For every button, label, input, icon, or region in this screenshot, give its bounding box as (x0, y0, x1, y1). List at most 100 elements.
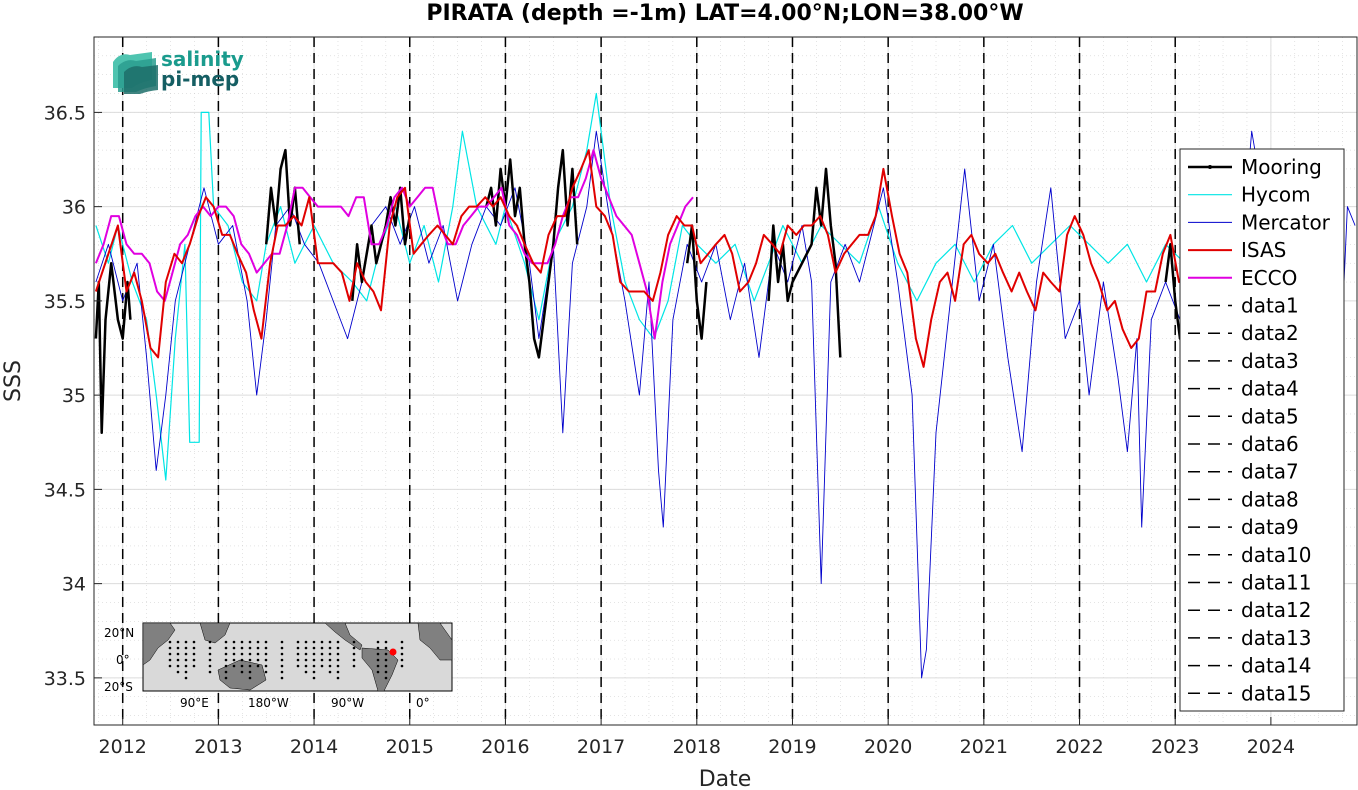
map-lon-label-0: 0° (416, 696, 430, 710)
map-mooring-dot (256, 658, 260, 662)
x-tick-label: 2013 (194, 736, 242, 758)
legend-box (1179, 148, 1345, 712)
vertical-marker-lines (121, 37, 1176, 725)
map-mooring-dot (248, 658, 252, 662)
map-mooring-dot (304, 646, 308, 650)
x-tick-label: 2012 (99, 736, 147, 758)
map-mooring-dot (352, 664, 356, 668)
map-mooring-dot (256, 664, 260, 668)
map-mooring-dot (336, 676, 340, 680)
map-mooring-dot (176, 664, 180, 668)
x-tick-label: 2018 (673, 736, 721, 758)
map-mooring-dot (208, 646, 212, 650)
map-mooring-dot (192, 658, 196, 662)
map-mooring-dot (176, 640, 180, 644)
map-mooring-dot (176, 658, 180, 662)
x-axis-label: Date (699, 767, 752, 790)
series-layer (94, 92, 1356, 679)
map-mooring-dot (248, 664, 252, 668)
map-mooring-dot (184, 658, 188, 662)
y-tick-label: 35.5 (44, 291, 86, 313)
map-mooring-dot (384, 658, 388, 662)
y-tick-label: 36 (62, 197, 86, 219)
map-mooring-dot (168, 664, 172, 668)
map-mooring-dot (264, 640, 268, 644)
map-mooring-dot (256, 646, 260, 650)
y-tick-label: 33.5 (44, 668, 86, 690)
map-mooring-dot (384, 640, 388, 644)
legend-label: data7 (1241, 460, 1299, 484)
series-mercator-line (95, 130, 1356, 679)
legend-marker (1208, 165, 1212, 169)
map-mooring-dot (208, 664, 212, 668)
map-mooring-dot (384, 652, 388, 656)
inset-map: 20°N 0° 20°S 90°E 180°W 90°W 0° (104, 622, 453, 710)
map-mooring-dot (304, 670, 308, 674)
map-mooring-dot (240, 670, 244, 674)
map-mooring-dot (376, 658, 380, 662)
map-mooring-dot (184, 676, 188, 680)
map-mooring-dot (312, 670, 316, 674)
plot-area (94, 37, 1357, 725)
map-mooring-dot (352, 646, 356, 650)
y-axis-label: SSS (1, 360, 26, 402)
series-ecco-line (94, 149, 694, 340)
map-mooring-dot (232, 658, 236, 662)
legend-label: data15 (1241, 681, 1312, 705)
map-mooring-dot (208, 640, 212, 644)
map-mooring-dot (328, 670, 332, 674)
map-mooring-dot (224, 646, 228, 650)
map-mooring-dot (336, 664, 340, 668)
legend-label: data6 (1241, 432, 1299, 456)
map-mooring-dot (336, 652, 340, 656)
logo-waves-icon (113, 52, 158, 94)
series-isas-line (94, 149, 1196, 368)
map-mooring-dot (376, 664, 380, 668)
map-mooring-dot (312, 646, 316, 650)
map-mooring-dot (224, 676, 228, 680)
y-tick-label: 34.5 (44, 479, 86, 501)
map-mooring-dot (248, 652, 252, 656)
map-mooring-dot (320, 640, 324, 644)
map-mooring-dot (312, 664, 316, 668)
map-mooring-dot (232, 640, 236, 644)
map-mooring-dot (320, 646, 324, 650)
legend-label: data14 (1241, 654, 1312, 678)
map-mooring-dot (208, 652, 212, 656)
legend-label: data1 (1241, 294, 1299, 318)
x-tick-label: 2014 (290, 736, 338, 758)
map-mooring-dot (184, 664, 188, 668)
map-mooring-dot (400, 658, 404, 662)
series-mooring-line (685, 224, 708, 340)
map-mooring-dot (224, 658, 228, 662)
map-mooring-dot (208, 670, 212, 674)
legend-label: data9 (1241, 515, 1299, 539)
map-mooring-dot (224, 652, 228, 656)
map-mooring-dot (264, 664, 268, 668)
map-mooring-dot (304, 664, 308, 668)
y-tick-label: 35 (62, 385, 86, 407)
x-tick-label: 2022 (1055, 736, 1103, 758)
legend-label: data2 (1241, 321, 1299, 345)
map-mooring-dot (280, 646, 284, 650)
series-mooring-line (767, 167, 842, 358)
map-mooring-dot (280, 652, 284, 656)
map-lon-label-90w: 90°W (331, 696, 364, 710)
map-mooring-dot (296, 640, 300, 644)
x-tick-label: 2020 (864, 736, 912, 758)
legend-label: data12 (1241, 598, 1312, 622)
map-mooring-dot (184, 646, 188, 650)
map-land-australia (217, 659, 267, 691)
map-mooring-dot (384, 664, 388, 668)
map-land-africa-east (142, 622, 176, 666)
map-mooring-dot (168, 652, 172, 656)
map-mooring-dot (232, 664, 236, 668)
legend-label: data11 (1241, 571, 1312, 595)
map-mooring-dot (376, 652, 380, 656)
map-mooring-dot (240, 652, 244, 656)
chart-title: PIRATA (depth =-1m) LAT=4.00°N;LON=38.00… (426, 1, 1023, 26)
map-mooring-dot (304, 652, 308, 656)
map-mooring-dot (280, 676, 284, 680)
map-mooring-dot (312, 658, 316, 662)
map-mooring-dot (376, 670, 380, 674)
